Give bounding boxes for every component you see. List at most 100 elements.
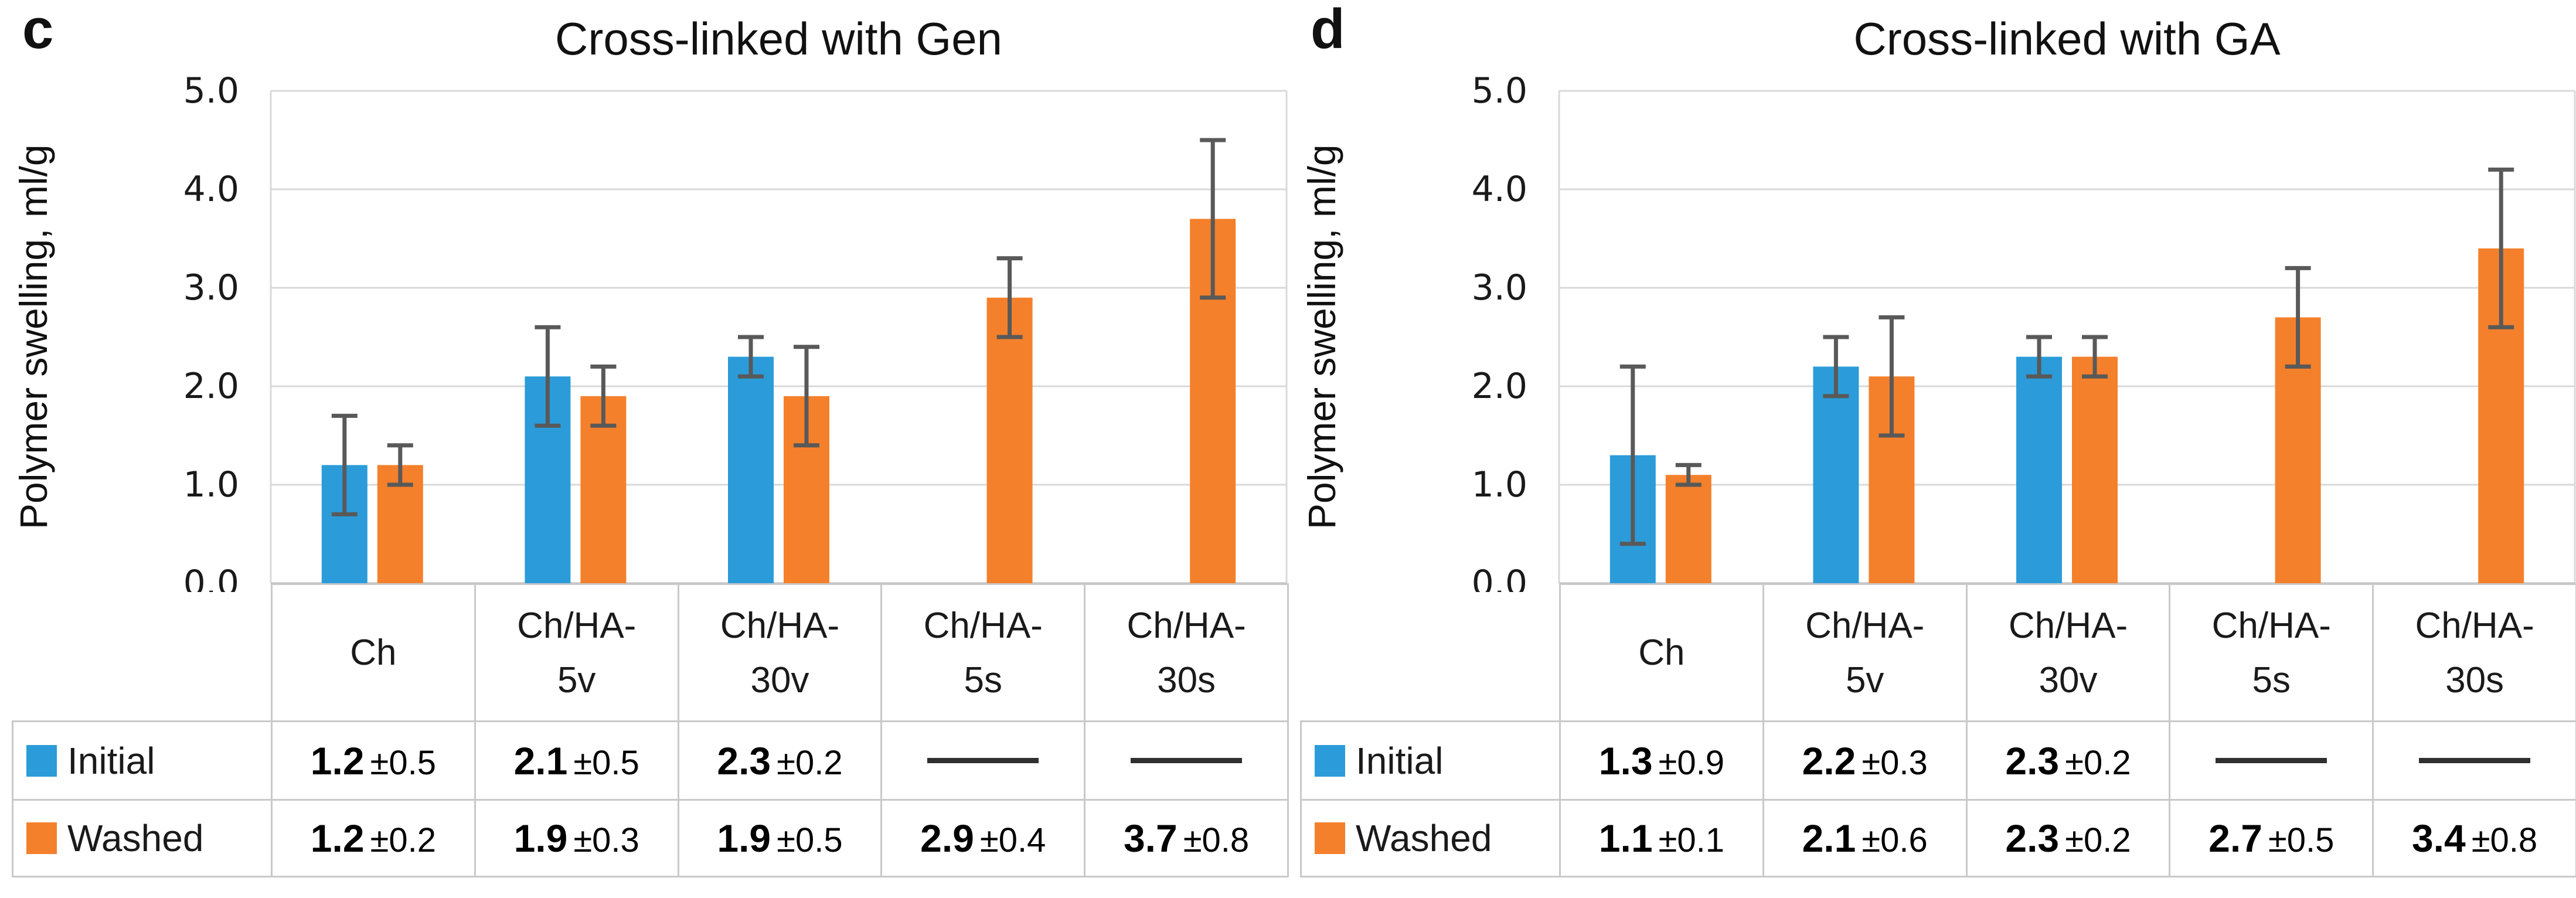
value-cell-initial-Ch/HA-30v: 2.3 ±0.2 <box>677 720 883 801</box>
value-mean: 2.3 <box>2005 817 2060 860</box>
series-label: Initial <box>67 739 155 782</box>
value-cell-initial-Ch/HA-5v: 2.1 ±0.5 <box>474 720 679 801</box>
y-tick-label: 2.0 <box>183 366 239 407</box>
value-mean: 2.2 <box>1802 739 1856 783</box>
value-cell-washed-Ch/HA-5s: 2.7 ±0.5 <box>2169 799 2374 877</box>
value-cell-washed-Ch: 1.2 ±0.2 <box>271 799 476 877</box>
bar-initial-Ch/HA-30v <box>728 356 774 583</box>
category-label: Ch <box>1638 632 1685 673</box>
value-error: ±0.2 <box>370 821 436 859</box>
value-error: ±0.2 <box>2065 821 2131 859</box>
chart-title: Cross-linked with Gen <box>555 13 1002 64</box>
value-cell-initial-Ch/HA-5s <box>2169 720 2374 801</box>
bar-initial-Ch/HA-30v <box>2016 356 2062 583</box>
bar-chart: 0.0 1.0 2.0 3.0 4.0 5.0 <box>1288 0 2576 592</box>
value-cell-initial-Ch/HA-30s <box>2372 720 2576 801</box>
series-label: Initial <box>1356 739 1444 782</box>
value-error: ±0.2 <box>2065 743 2131 782</box>
value-cell-washed-Ch/HA-30v: 1.9 ±0.5 <box>677 799 883 877</box>
error-bar <box>1675 462 1702 487</box>
bar-washed-Ch/HA-30v <box>2072 356 2118 583</box>
chart-svg: 0.0 1.0 2.0 3.0 4.0 5.0 <box>1472 70 2576 592</box>
error-bar <box>1823 335 1849 399</box>
category-header-Ch/HA-30s: Ch/HA- 30s <box>1084 583 1289 722</box>
error-bar <box>2285 266 2311 369</box>
y-tick-label: 3.0 <box>183 267 239 308</box>
y-tick-label: 1.0 <box>183 464 239 505</box>
value-cell-washed-Ch/HA-5v: 2.1 ±0.6 <box>1762 799 1968 877</box>
panel-letter: c <box>22 0 54 60</box>
value-error: ±0.3 <box>573 821 639 859</box>
value-cell-initial-Ch: 1.3 ±0.9 <box>1559 720 1764 801</box>
data-table: Ch Ch/HA- 5v Ch/HA- 30v Ch/HA- 5s Ch/HA- 30s Init… <box>1300 583 2576 877</box>
category-label: Ch/HA- 5s <box>2211 605 2331 700</box>
value-error: ±0.4 <box>979 821 1046 859</box>
swelling-values-table: Ch Ch/HA- 5v Ch/HA- 30v Ch/HA- 5s Ch/HA- 30s Init… <box>12 583 1289 877</box>
value-cell-initial-Ch/HA-30s <box>1084 720 1289 801</box>
y-tick-label: 1.0 <box>1472 464 1527 505</box>
value-mean: 1.9 <box>513 817 568 860</box>
value-mean: 1.2 <box>310 739 365 783</box>
category-label: Ch/HA- 5s <box>923 605 1043 700</box>
value-mean: 2.1 <box>513 739 568 783</box>
legend-entry: Initial <box>1303 739 1558 783</box>
value-error: ±0.8 <box>1183 821 1250 859</box>
error-bar <box>2488 167 2514 329</box>
y-tick-label: 0.0 <box>1472 563 1527 592</box>
swelling-values-table: Ch Ch/HA- 5v Ch/HA- 30v Ch/HA- 5s Ch/HA- 30s Init… <box>1300 583 2576 877</box>
legend-swatch-washed <box>1315 822 1345 854</box>
category-label: Ch/HA- 30v <box>2008 605 2128 700</box>
legend-swatch-washed <box>26 822 57 854</box>
legend-cell-washed: Washed <box>12 799 273 877</box>
panel-c: c Cross-linked with Gen Polymer swelling… <box>12 0 1289 877</box>
value-cell-washed-Ch/HA-30v: 2.3 ±0.2 <box>1965 799 2171 877</box>
category-header-Ch: Ch <box>271 583 476 722</box>
legend-entry: Washed <box>15 817 270 860</box>
legend-entry: Initial <box>15 739 270 783</box>
value-mean: 2.3 <box>717 739 771 783</box>
panel-letter: d <box>1311 0 1345 60</box>
category-header-Ch/HA-5v: Ch/HA- 5v <box>474 583 679 722</box>
value-error: ±0.5 <box>777 821 843 859</box>
error-bar <box>2082 335 2108 379</box>
value-cell-washed-Ch/HA-30s: 3.7 ±0.8 <box>1084 799 1289 877</box>
empty-value-dash <box>2216 758 2327 763</box>
value-mean: 1.1 <box>1598 817 1653 860</box>
error-bar <box>794 345 819 448</box>
category-header-Ch/HA-5s: Ch/HA- 5s <box>880 583 1086 722</box>
error-bar <box>1879 315 1905 438</box>
legend-cell-initial: Initial <box>1300 720 1561 801</box>
category-header-Ch/HA-5s: Ch/HA- 5s <box>2169 583 2374 722</box>
value-error: ±0.9 <box>1658 743 1724 782</box>
value-mean: 1.9 <box>717 817 771 860</box>
table-corner-cell <box>13 584 272 722</box>
value-mean: 2.3 <box>2005 739 2060 783</box>
y-tick-label: 5.0 <box>183 70 239 111</box>
chart-title: Cross-linked with GA <box>1853 13 2281 64</box>
value-error: ±0.3 <box>1862 743 1928 782</box>
y-tick-label: 5.0 <box>1472 70 1527 111</box>
value-mean: 1.3 <box>1598 739 1653 783</box>
data-table: Ch Ch/HA- 5v Ch/HA- 30v Ch/HA- 5s Ch/HA- 30s Init… <box>12 583 1289 877</box>
error-bar <box>738 335 764 379</box>
category-header-Ch/HA-30v: Ch/HA- 30v <box>1965 583 2171 722</box>
error-bar <box>590 364 617 428</box>
y-tick-label: 2.0 <box>1472 366 1527 407</box>
table-corner-cell <box>1301 584 1560 722</box>
legend-entry: Washed <box>1303 817 1558 860</box>
category-label: Ch/HA- 30s <box>2415 605 2534 700</box>
value-cell-washed-Ch/HA-5v: 1.9 ±0.3 <box>474 799 679 877</box>
y-tick-label: 4.0 <box>1472 169 1527 210</box>
value-cell-initial-Ch/HA-5v: 2.2 ±0.3 <box>1762 720 1968 801</box>
series-label: Washed <box>67 817 204 859</box>
value-cell-initial-Ch: 1.2 ±0.5 <box>271 720 476 801</box>
bar-initial-Ch/HA-5v <box>1813 366 1859 583</box>
value-error: ±0.1 <box>1658 821 1724 859</box>
y-tick-label: 3.0 <box>1472 267 1527 308</box>
value-cell-washed-Ch/HA-5s: 2.9 ±0.4 <box>880 799 1086 877</box>
category-label: Ch <box>350 632 397 673</box>
category-label: Ch/HA- 5v <box>517 605 637 700</box>
error-bar <box>1619 364 1646 546</box>
empty-value-dash <box>1131 758 1243 763</box>
y-tick-label: 4.0 <box>183 169 239 210</box>
